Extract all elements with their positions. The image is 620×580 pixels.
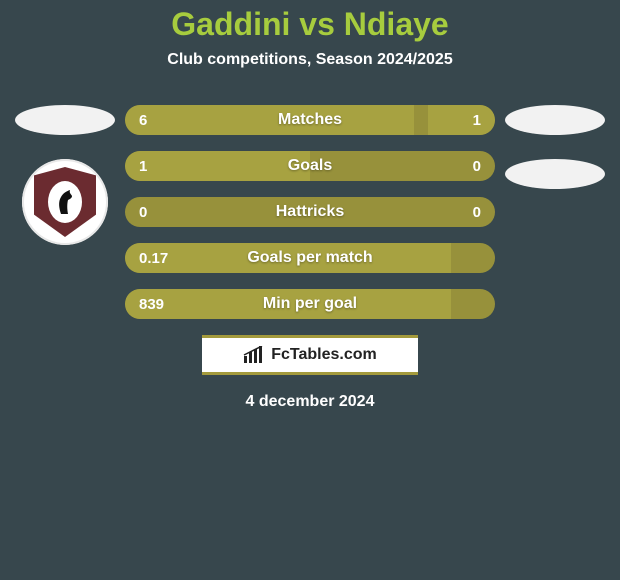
comparison-bars: Matches61Goals10Hattricks00Goals per mat… xyxy=(125,105,495,319)
subtitle-text: Club competitions, Season 2024/2025 xyxy=(167,51,452,68)
brand-attribution: FcTables.com xyxy=(202,335,418,375)
stat-bar-left-fill xyxy=(125,105,414,135)
stat-bar-left-fill xyxy=(125,151,310,181)
club-badge-placeholder xyxy=(505,159,605,189)
stat-value-right: 0 xyxy=(473,197,481,227)
stat-row: Min per goal839 xyxy=(125,289,495,319)
left-player-column xyxy=(10,105,120,245)
stat-value-right: 0 xyxy=(473,151,481,181)
brand-text: FcTables.com xyxy=(271,346,377,364)
shield-icon xyxy=(34,167,96,237)
stat-bar-left-fill xyxy=(125,289,451,319)
date-text: 4 december 2024 xyxy=(246,393,375,410)
player-avatar-placeholder xyxy=(505,105,605,135)
stat-bar-right-fill xyxy=(428,105,495,135)
date: 4 december 2024 xyxy=(0,393,620,411)
right-player-column xyxy=(500,105,610,213)
title-text: Gaddini vs Ndiaye xyxy=(171,6,448,42)
stat-row: Goals10 xyxy=(125,151,495,181)
horse-icon xyxy=(48,181,82,223)
stat-bar-left-fill xyxy=(125,243,451,273)
subtitle: Club competitions, Season 2024/2025 xyxy=(0,51,620,69)
player-avatar-placeholder xyxy=(15,105,115,135)
comparison-panel: Matches61Goals10Hattricks00Goals per mat… xyxy=(0,105,620,411)
stat-row: Hattricks0 0 xyxy=(125,197,495,227)
stat-row: Matches61 xyxy=(125,105,495,135)
stat-label: Hattricks xyxy=(125,197,495,227)
club-badge-left xyxy=(22,159,108,245)
stat-row: Goals per match0.17 xyxy=(125,243,495,273)
bar-chart-icon xyxy=(243,346,265,364)
stat-value-left: 0 xyxy=(139,197,147,227)
page-title: Gaddini vs Ndiaye xyxy=(0,0,620,43)
